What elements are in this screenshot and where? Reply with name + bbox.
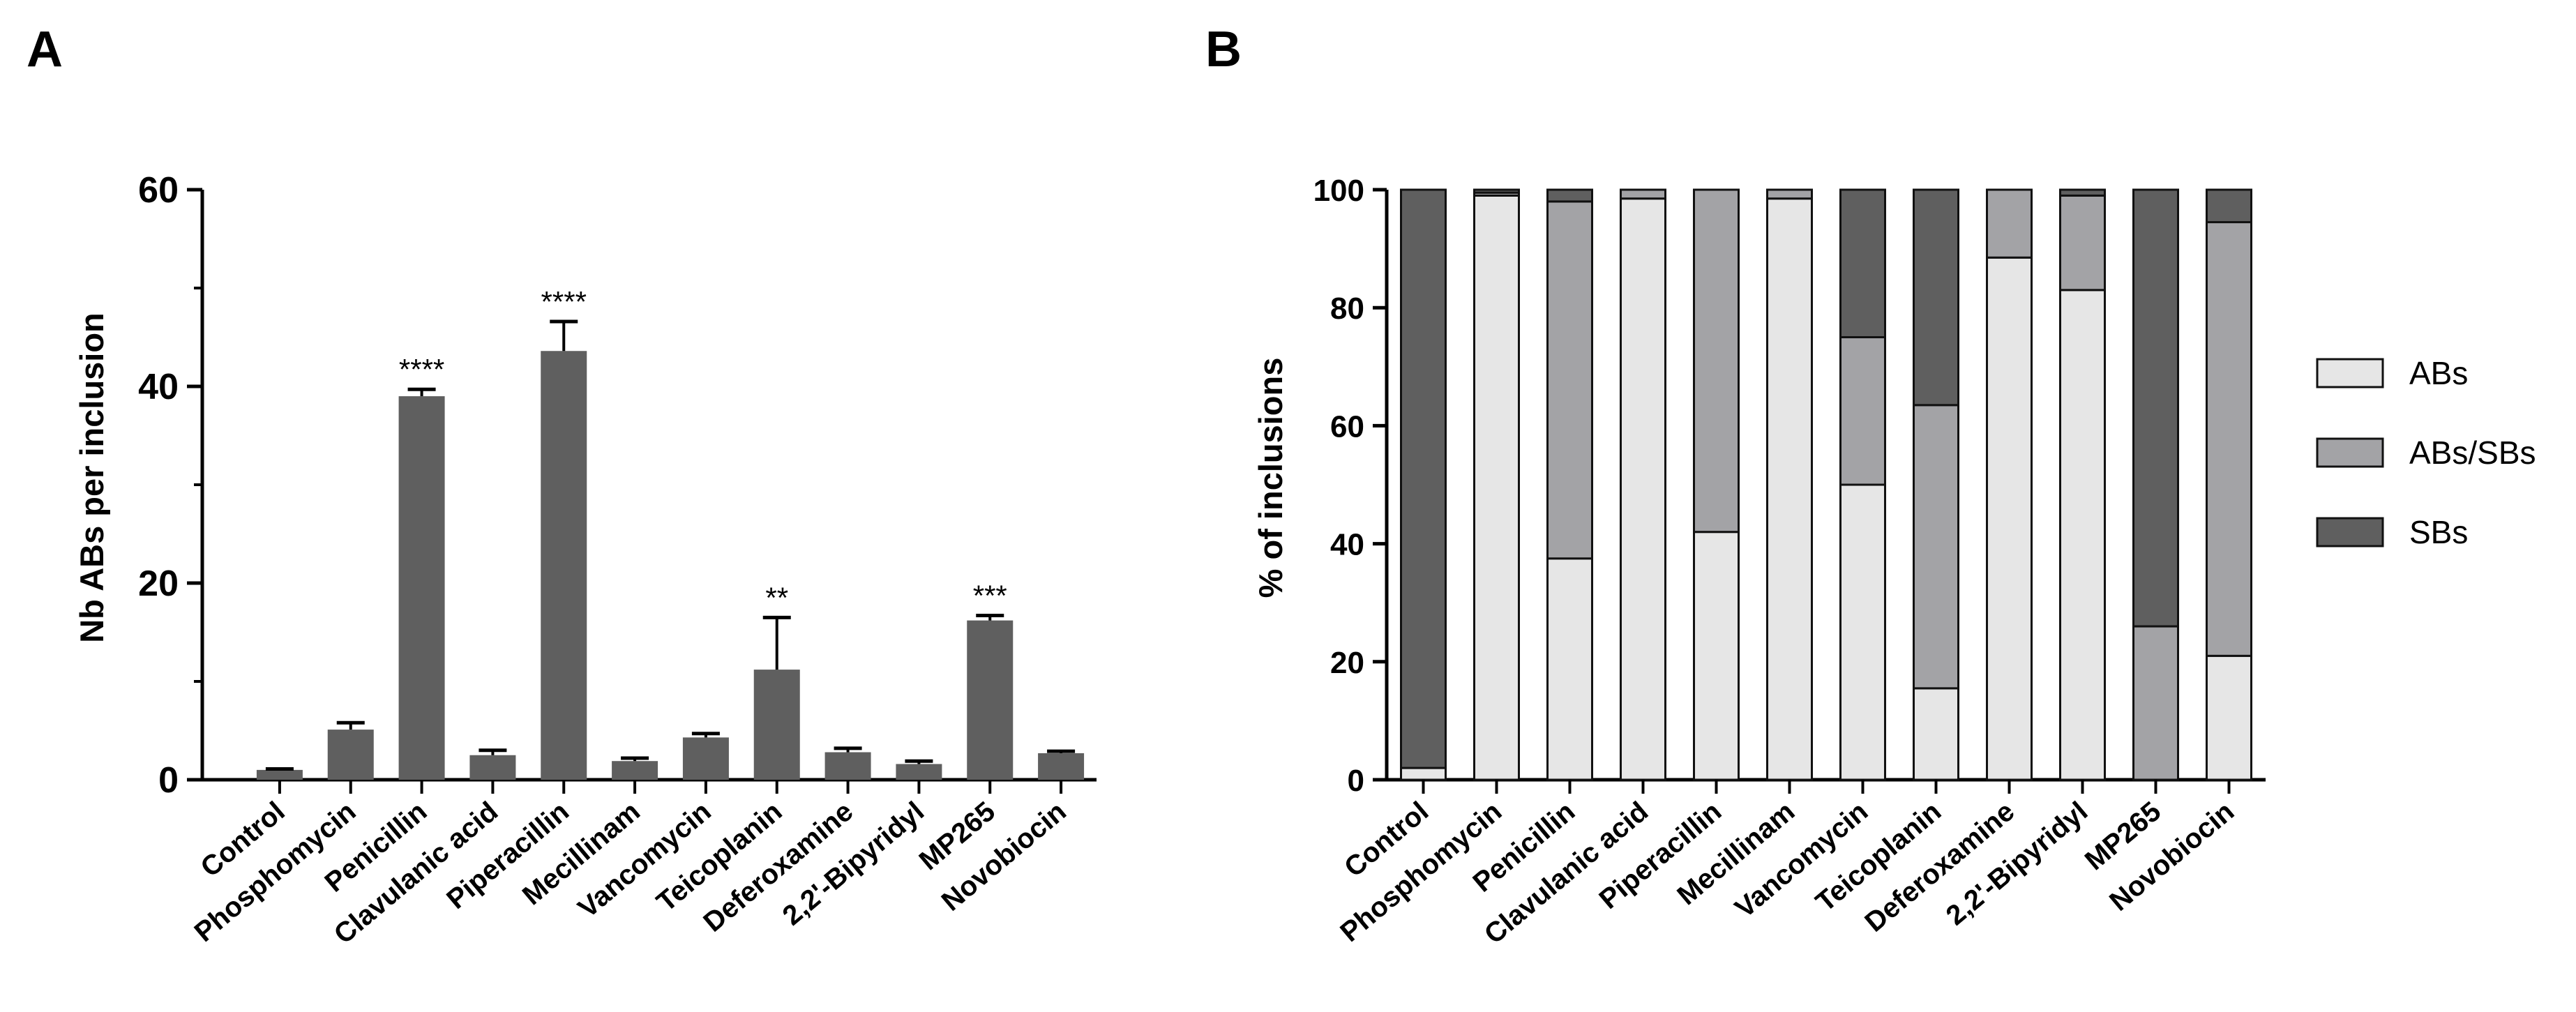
- chart-a-bar: [469, 755, 516, 780]
- chart-a-significance-label: ****: [399, 353, 444, 386]
- chart-a-bar: [541, 351, 587, 780]
- chart-b-bar-segment: [1693, 188, 1740, 534]
- chart-b-bar-segment: [1473, 194, 1520, 781]
- chart-a-bar: [256, 769, 303, 780]
- chart-b-bar-segment: [1473, 188, 1520, 194]
- chart-b-y-tick-label: 100: [1313, 174, 1364, 208]
- chart-b-bar-segment: [1913, 404, 1959, 690]
- chart-a-significance-label: ***: [973, 580, 1007, 612]
- chart-b-bar-segment: [1620, 188, 1666, 200]
- chart-a: Nb ABs per inclusion 0204060ControlPhosp…: [73, 170, 1097, 950]
- chart-b-bar-segment: [2059, 289, 2106, 781]
- chart-b-bar-segment: [1546, 188, 1593, 203]
- chart-b-legend: ABs ABs/SBs SBs: [2316, 355, 2536, 550]
- panel-a-label: A: [27, 22, 63, 77]
- legend-label: SBs: [2409, 514, 2468, 550]
- chart-b-bar-segment: [1839, 483, 1886, 781]
- chart-b-y-tick-label: 60: [1330, 409, 1364, 444]
- chart-b-bar-segment: [1693, 531, 1740, 781]
- legend-swatch: [2316, 437, 2384, 468]
- panel-b-label: B: [1205, 22, 1242, 77]
- legend-swatch: [2316, 517, 2384, 547]
- chart-a-significance-label: **: [765, 581, 788, 614]
- chart-b-bar-segment: [1839, 188, 1886, 338]
- chart-a-y-axis-label: Nb ABs per inclusion: [73, 312, 110, 643]
- chart-b-bar-segment: [1620, 197, 1666, 781]
- chart-a-bar: [398, 396, 445, 780]
- chart-b-bar-segment: [1400, 766, 1447, 781]
- chart-b-bar-segment: [1913, 687, 1959, 781]
- chart-b-bar-segment: [1913, 188, 1959, 407]
- chart-b-bar-segment: [1546, 200, 1593, 560]
- chart-a-bar: [682, 737, 729, 780]
- chart-b-bar-segment: [2206, 188, 2252, 224]
- chart-a-significance-label: ****: [541, 285, 587, 318]
- chart-b-bar-segment: [2059, 194, 2106, 292]
- chart-b-y-tick-label: 0: [1348, 764, 1364, 798]
- legend-label: ABs: [2409, 355, 2468, 391]
- chart-b-bar-segment: [2059, 188, 2106, 197]
- chart-a-bar: [896, 764, 942, 780]
- chart-b-bar-segment: [2132, 625, 2179, 781]
- chart-b-bar-segment: [1839, 336, 1886, 486]
- chart-b-bar-segment: [1766, 197, 1813, 781]
- chart-b-bar-segment: [2206, 221, 2252, 657]
- legend-label: ABs/SBs: [2409, 435, 2536, 471]
- chart-b-bar-segment: [2132, 188, 2179, 628]
- chart-b-y-axis-label: % of inclusions: [1252, 358, 1289, 598]
- chart-a-y-tick-label: 20: [138, 564, 179, 604]
- chart-a-bar: [1038, 753, 1085, 780]
- chart-b-y-tick-label: 80: [1330, 292, 1364, 326]
- chart-b-bar-segment: [1546, 557, 1593, 781]
- chart-a-bar: [612, 761, 658, 780]
- chart-b-y-tick-label: 40: [1330, 528, 1364, 562]
- chart-b-y-tick-label: 20: [1330, 646, 1364, 680]
- chart-b-bar-segment: [1400, 188, 1447, 769]
- chart-b-bar-segment: [2206, 654, 2252, 781]
- chart-b-bar-segment: [1986, 256, 2033, 781]
- legend-swatch: [2316, 358, 2384, 388]
- chart-b-bar-segment: [1986, 188, 2033, 259]
- chart-a-bar: [327, 730, 374, 780]
- chart-a-bar: [753, 670, 800, 780]
- chart-b-bar-segment: [1766, 188, 1813, 200]
- chart-a-y-tick-label: 60: [138, 170, 179, 211]
- chart-a-y-tick-label: 40: [138, 367, 179, 407]
- chart-b: % of inclusions 020406080100ControlPhosp…: [1252, 174, 2266, 950]
- chart-a-y-tick-label: 0: [158, 760, 179, 801]
- chart-a-bar: [967, 620, 1014, 780]
- chart-a-bar: [824, 752, 871, 780]
